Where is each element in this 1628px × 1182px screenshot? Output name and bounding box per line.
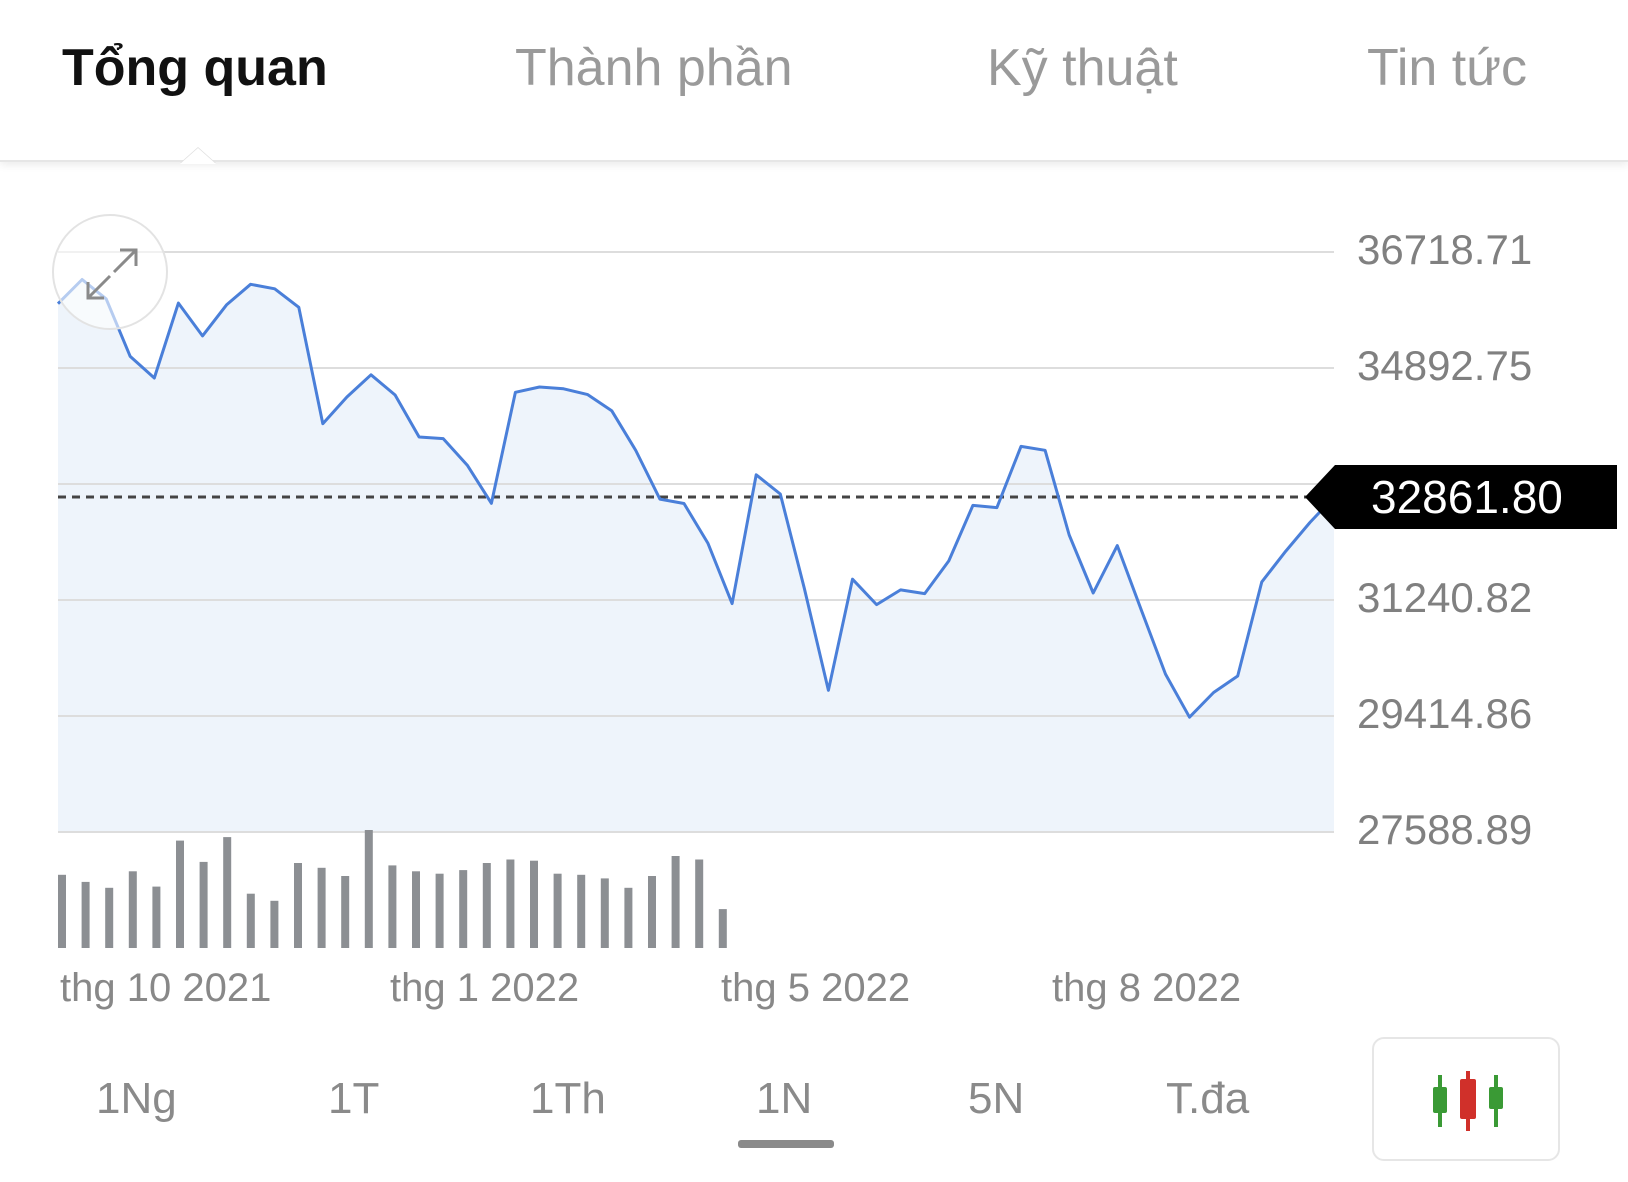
volume-bar [364,830,373,948]
tab-technical[interactable]: Kỹ thuật [987,39,1178,97]
volume-bar [695,859,704,948]
tab-overview[interactable]: Tổng quan [62,39,328,97]
expand-chart-button[interactable] [52,214,168,330]
volume-bar [317,867,326,948]
volume-bar [246,893,255,948]
volume-bar [341,876,350,948]
volume-bar [506,859,515,948]
volume-bar [176,840,184,948]
chart-type-button[interactable] [1372,1037,1560,1161]
volume-bar [577,874,586,948]
tab-bar: Tổng quan Thành phần Kỹ thuật Tin tức [0,0,1628,164]
range-max-button[interactable]: T.đa [1166,1074,1250,1123]
active-range-underline [738,1140,834,1148]
price-chart[interactable] [0,160,1628,960]
tab-components[interactable]: Thành phần [515,39,793,97]
x-tick-label: thg 10 2021 [60,966,272,1010]
volume-bar [81,881,90,948]
candlestick-icon [1433,1071,1503,1131]
volume-bar [105,887,114,948]
price-area [58,279,1334,832]
range-1-year-button[interactable]: 1N [756,1074,813,1123]
volume-bar [152,886,161,948]
range-1-day-button[interactable]: 1Ng [96,1074,177,1123]
x-tick-label: thg 1 2022 [390,966,580,1010]
volume-bar [600,878,609,948]
volume-bar [648,876,656,948]
volume-bar [58,874,66,948]
volume-bar [388,865,397,948]
volume-bar [482,863,491,948]
tab-news[interactable]: Tin tức [1367,39,1528,97]
y-tick-label: 29414.86 [1357,690,1533,737]
current-value-tag: 32861.80 [1305,465,1617,530]
range-5-year-button[interactable]: 5N [968,1074,1025,1123]
range-1-month-button[interactable]: 1Th [530,1074,606,1123]
volume-bar [530,860,538,948]
x-tick-label: thg 5 2022 [721,966,911,1010]
volume-bar [459,870,468,948]
volume-bar [435,873,444,948]
volume-bar [294,863,302,948]
active-tab-pointer [180,148,216,164]
y-tick-label: 27588.89 [1357,806,1533,853]
volume-bar [718,909,727,948]
volume-bar [199,861,208,948]
volume-bar [553,873,562,948]
x-tick-label: thg 8 2022 [1052,966,1242,1010]
volume-bar [128,871,137,948]
volume-bar [412,871,420,948]
y-tick-label: 34892.75 [1357,342,1533,389]
volume-bar [270,900,279,948]
range-1-week-button[interactable]: 1T [328,1074,380,1123]
price-line [56,278,1336,719]
volume-bar [671,856,680,948]
y-tick-label: 31240.82 [1357,574,1533,621]
volume-bar [223,837,232,948]
expand-arrows-icon [86,248,138,300]
y-tick-label: 36718.71 [1357,226,1533,273]
volume-bar [624,887,633,948]
